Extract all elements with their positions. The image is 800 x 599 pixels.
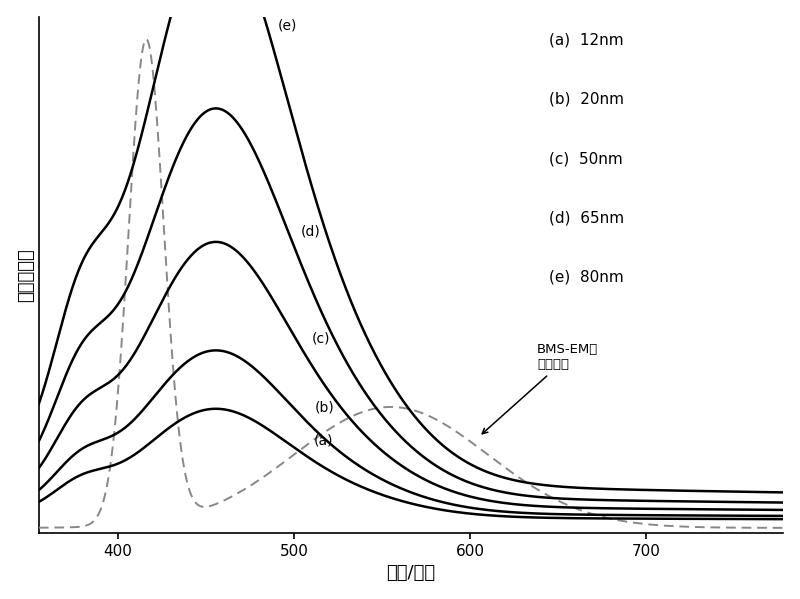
Text: (b)  20nm: (b) 20nm [549,92,624,107]
Y-axis label: 吸收谱强度: 吸收谱强度 [17,248,34,302]
Text: (b): (b) [315,401,335,415]
Text: (a): (a) [314,434,333,447]
Text: (e): (e) [278,19,298,33]
Text: (d)  65nm: (d) 65nm [549,210,624,225]
Text: (c)  50nm: (c) 50nm [549,151,622,166]
Text: BMS-EM的
发射光谱: BMS-EM的 发射光谱 [482,343,598,434]
Text: (d): (d) [301,224,321,238]
Text: (c): (c) [312,332,330,346]
Text: (a)  12nm: (a) 12nm [549,32,623,47]
X-axis label: 波长/纳米: 波长/纳米 [386,564,436,582]
Text: (e)  80nm: (e) 80nm [549,270,623,285]
